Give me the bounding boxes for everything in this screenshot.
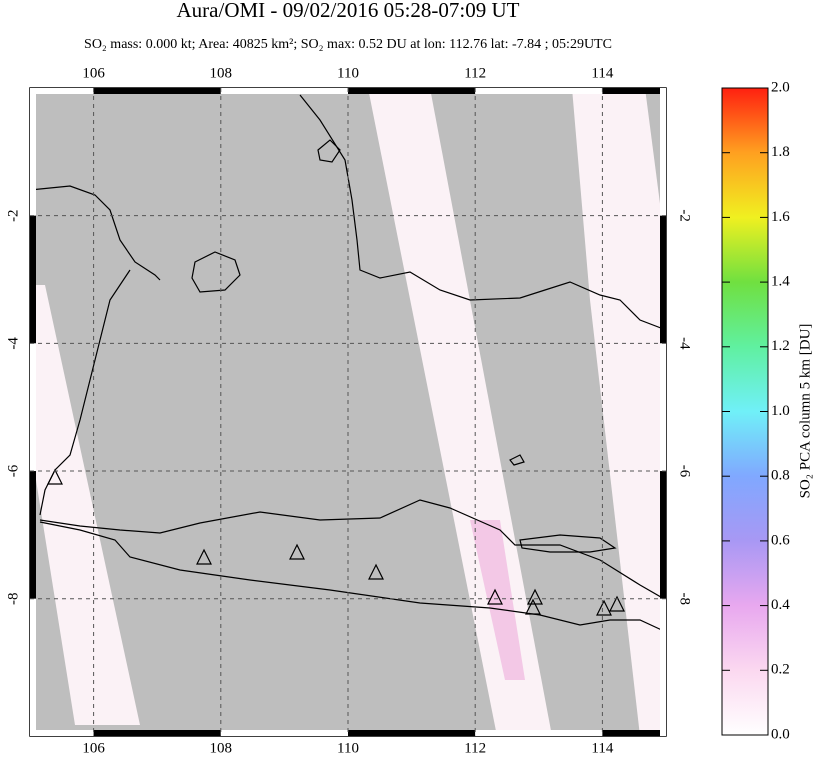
- title: Aura/OMI - 09/02/2016 05:28-07:09 UT: [177, 0, 520, 22]
- colorbar-tick-label: 1.2: [771, 338, 790, 354]
- volcanoes: [47, 468, 625, 616]
- swath-high: [470, 520, 525, 680]
- colorbar-tick-label: 1.4: [771, 274, 790, 290]
- lon-tick-label: 114: [591, 65, 613, 81]
- frame-bar: [475, 730, 603, 736]
- frame-bar: [220, 88, 348, 94]
- frame-bar: [220, 730, 348, 736]
- lat-tick-label: -8: [5, 592, 21, 605]
- frame-bar: [30, 343, 36, 472]
- frame-bar: [93, 730, 221, 736]
- frame-bar: [660, 471, 666, 599]
- lon-tick-label: 110: [337, 740, 359, 756]
- lon-tick-label: 112: [464, 65, 486, 81]
- colorbar-tick-label: 0.8: [771, 468, 790, 484]
- coastline: [519, 534, 617, 553]
- frame-bar: [660, 343, 666, 472]
- lon-tick-label: 112: [464, 740, 486, 756]
- lon-tick-label: 108: [210, 65, 233, 81]
- lon-tick-label: 106: [82, 740, 105, 756]
- frame-bar: [93, 88, 221, 94]
- colorbar-tick-label: 1.6: [771, 209, 790, 225]
- colorbar-tick-label: 2.0: [771, 79, 790, 95]
- frame-bar: [660, 215, 666, 344]
- frame-bar: [30, 730, 94, 736]
- frame-bar: [30, 598, 36, 736]
- coastline: [191, 251, 241, 293]
- swath: [34, 285, 140, 725]
- lon-tick-label: 114: [591, 740, 613, 756]
- frame-bar: [348, 730, 476, 736]
- frame-bar: [475, 88, 603, 94]
- lon-tick-label: 110: [337, 65, 359, 81]
- lon-tick-label: 108: [210, 740, 233, 756]
- frame-bar: [30, 215, 36, 344]
- lat-tick-label: -2: [5, 209, 21, 222]
- frame-bar: [660, 598, 666, 736]
- lat-tick-label: -2: [677, 209, 693, 222]
- frame-bar: [30, 88, 36, 216]
- frame-bar: [30, 471, 36, 599]
- lat-tick-label: -8: [677, 592, 693, 605]
- colorbar-tick-label: 0.0: [771, 726, 790, 742]
- subtitle: SO₂ mass: 0.000 kt; Area: 40825 km²; SO₂…: [84, 37, 612, 52]
- coastline: [317, 139, 341, 163]
- frame-bar: [602, 88, 666, 94]
- frame-bar: [30, 88, 94, 94]
- colorbar-tick-label: 1.0: [771, 403, 790, 419]
- colorbar-label: SO₂ PCA column 5 km [DU]: [797, 324, 813, 499]
- frame-bar: [348, 88, 476, 94]
- lon-tick-label: 106: [82, 65, 105, 81]
- swath: [572, 88, 666, 736]
- coastline: [509, 454, 525, 466]
- colorbar-tick-label: 0.4: [771, 597, 790, 613]
- lat-tick-label: -6: [5, 464, 21, 477]
- colorbar-tick-label: 0.2: [771, 662, 790, 678]
- colorbar-tick-label: 0.6: [771, 532, 790, 548]
- lat-tick-label: -6: [677, 465, 693, 478]
- frame-bar: [660, 88, 666, 216]
- coastline: [299, 94, 666, 331]
- lat-tick-label: -4: [677, 337, 693, 350]
- lat-tick-label: -4: [5, 337, 21, 350]
- colorbar-tick-label: 1.8: [771, 144, 790, 160]
- frame-bar: [602, 730, 666, 736]
